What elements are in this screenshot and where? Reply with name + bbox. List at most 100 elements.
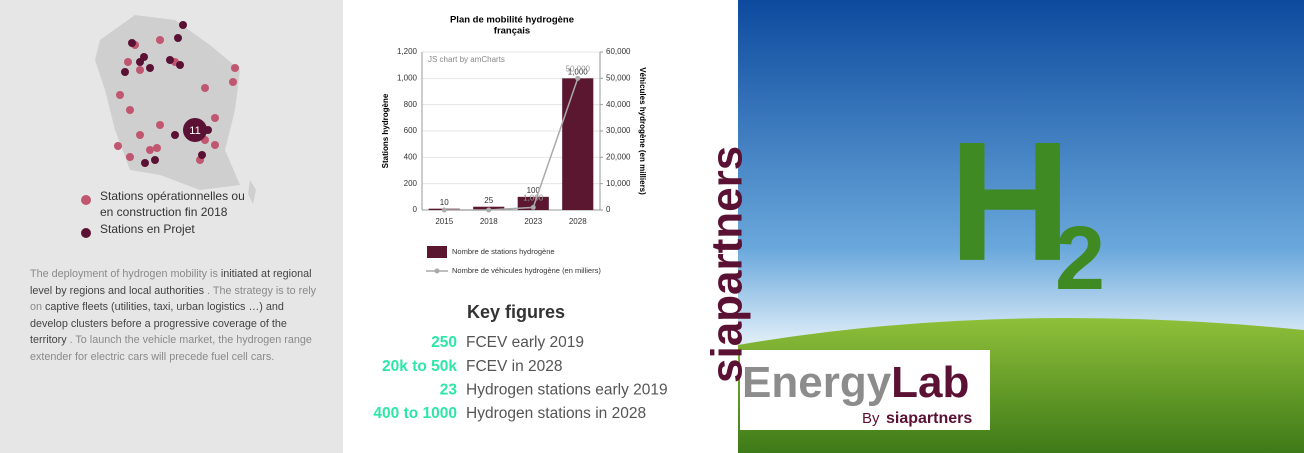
text-run: captive fleets (utilities, taxi, urban l… bbox=[30, 301, 287, 347]
legend-text: en construction fin 2018 bbox=[100, 205, 228, 219]
brand-vertical: siapartners bbox=[703, 146, 752, 383]
line bbox=[444, 78, 579, 211]
legend-dot bbox=[81, 228, 91, 238]
line-point bbox=[441, 207, 447, 213]
station-operational bbox=[153, 144, 161, 152]
station-operational bbox=[116, 91, 124, 99]
line-point bbox=[575, 75, 581, 81]
station-operational bbox=[136, 131, 144, 139]
figure-value: 400 to 1000 bbox=[373, 405, 457, 422]
station-project bbox=[128, 39, 136, 47]
y2-tick-label: 40,000 bbox=[606, 100, 631, 109]
figure-label: Hydrogen stations early 2019 bbox=[466, 381, 668, 398]
y-tick-label: 600 bbox=[404, 126, 418, 135]
y2-tick-label: 20,000 bbox=[606, 152, 631, 161]
x-tick-label: 2018 bbox=[480, 217, 498, 226]
chart-title: français bbox=[494, 26, 530, 37]
cluster-label: 11 bbox=[189, 125, 200, 137]
text-run: . To launch the vehicle market, the hydr… bbox=[30, 334, 312, 363]
bar bbox=[517, 196, 549, 210]
line-point bbox=[530, 204, 536, 210]
station-operational bbox=[126, 106, 134, 114]
y-tick-label: 1,200 bbox=[397, 47, 418, 56]
figure-label: FCEV in 2028 bbox=[466, 358, 563, 375]
y2-tick-label: 10,000 bbox=[606, 179, 631, 188]
station-project bbox=[146, 64, 154, 72]
station-project bbox=[166, 56, 174, 64]
chart-credit: JS chart by amCharts bbox=[428, 55, 505, 64]
y-tick-label: 0 bbox=[413, 205, 418, 214]
x-tick-label: 2028 bbox=[569, 217, 587, 226]
y-tick-label: 200 bbox=[404, 179, 418, 188]
station-project bbox=[141, 159, 149, 167]
legend-label: Nombre de stations hydrogène bbox=[452, 247, 555, 256]
logo-part: Lab bbox=[891, 358, 969, 407]
legend-text: Stations en Projet bbox=[100, 222, 195, 236]
line-label: 50,000 bbox=[566, 64, 591, 73]
y2-tick-label: 60,000 bbox=[606, 47, 631, 56]
x-tick-label: 2015 bbox=[435, 217, 453, 226]
line-label: 1,000 bbox=[523, 193, 544, 202]
station-project bbox=[151, 156, 159, 164]
legend-swatch bbox=[434, 268, 440, 274]
image-2: 2 bbox=[1055, 209, 1105, 309]
x-tick-label: 2023 bbox=[524, 217, 542, 226]
y2-tick-label: 30,000 bbox=[606, 126, 631, 135]
france-map bbox=[95, 15, 240, 190]
legend-text: Stations opérationnelles ou bbox=[100, 189, 245, 203]
bar-label: 1,000 bbox=[568, 67, 589, 76]
text-run: The deployment of hydrogen mobility is bbox=[30, 268, 221, 280]
corsica bbox=[248, 180, 256, 204]
figure-value: 23 bbox=[440, 381, 458, 398]
station-operational bbox=[114, 142, 122, 150]
station-operational bbox=[229, 78, 237, 86]
figure-value: 250 bbox=[431, 334, 457, 351]
y2-tick-label: 50,000 bbox=[606, 73, 631, 82]
y-tick-label: 800 bbox=[404, 100, 418, 109]
y2-tick-label: 0 bbox=[606, 205, 611, 214]
station-project bbox=[136, 58, 144, 66]
y-tick-label: 400 bbox=[404, 152, 418, 161]
bar-label: 10 bbox=[440, 198, 449, 207]
figure-value: 20k to 50k bbox=[382, 358, 457, 375]
station-operational bbox=[124, 58, 132, 66]
energylab-logo: EnergyLab bbox=[742, 358, 969, 407]
station-operational bbox=[126, 153, 134, 161]
station-project bbox=[171, 131, 179, 139]
figure-label: Hydrogen stations in 2028 bbox=[466, 405, 646, 422]
station-operational bbox=[156, 121, 164, 129]
chart-title: Plan de mobilité hydrogène bbox=[450, 15, 574, 26]
station-project bbox=[179, 21, 187, 29]
legend-dot bbox=[81, 195, 91, 205]
station-operational bbox=[211, 141, 219, 149]
legend-label: Nombre de véhicules hydrogène (en millie… bbox=[452, 266, 601, 275]
key-figures-title: Key figures bbox=[467, 302, 565, 322]
energylab-box bbox=[740, 350, 990, 430]
line-point bbox=[486, 207, 492, 213]
station-operational bbox=[231, 64, 239, 72]
bar-label: 100 bbox=[527, 186, 541, 195]
brand-sia: siapartners bbox=[886, 410, 972, 427]
legend-swatch bbox=[427, 246, 447, 258]
station-project bbox=[121, 68, 129, 76]
station-operational bbox=[201, 84, 209, 92]
cluster bbox=[183, 118, 207, 142]
station-project bbox=[174, 34, 182, 42]
station-operational bbox=[211, 114, 219, 122]
logo-part: Energy bbox=[742, 358, 892, 407]
station-project bbox=[176, 61, 184, 69]
image-h: H bbox=[949, 107, 1072, 297]
y-axis-label: Stations hydrogène bbox=[381, 93, 390, 168]
figure-label: FCEV early 2019 bbox=[466, 334, 584, 351]
text-run: initiated at regional level by regions a… bbox=[30, 268, 312, 297]
text-run: . The strategy is to rely on bbox=[30, 284, 317, 314]
bar bbox=[562, 78, 594, 210]
bar-label: 25 bbox=[484, 196, 493, 205]
station-operational bbox=[156, 36, 164, 44]
y-tick-label: 1,000 bbox=[397, 73, 418, 82]
station-operational bbox=[146, 146, 154, 154]
station-operational bbox=[136, 66, 144, 74]
description: The deployment of hydrogen mobility is i… bbox=[30, 266, 318, 366]
station-project bbox=[198, 151, 206, 159]
